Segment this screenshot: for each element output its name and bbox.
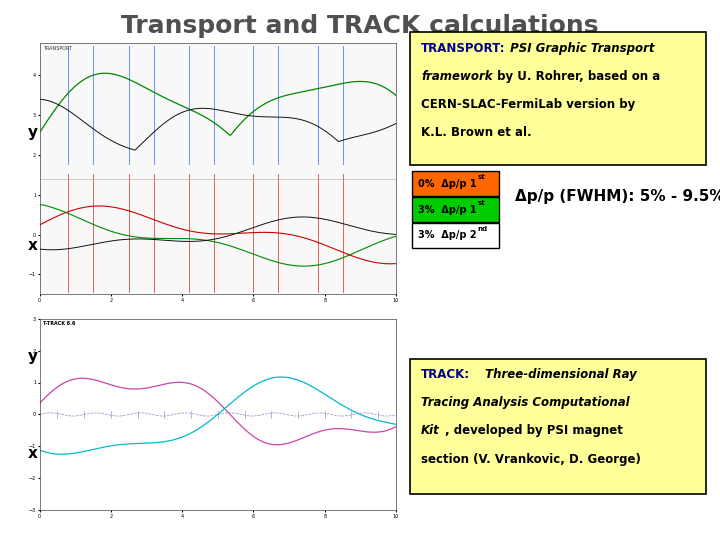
Text: Three-dimensional Ray: Three-dimensional Ray (481, 368, 636, 381)
FancyBboxPatch shape (412, 197, 499, 222)
Text: TRANSPORT:: TRANSPORT: (421, 42, 505, 55)
Text: T-TRACK 8.6: T-TRACK 8.6 (43, 321, 76, 326)
Text: 3%  Δp/p 2: 3% Δp/p 2 (418, 231, 477, 240)
Text: by U. Rohrer, based on a: by U. Rohrer, based on a (493, 70, 660, 83)
Text: framework: framework (421, 70, 492, 83)
FancyBboxPatch shape (410, 359, 706, 494)
FancyBboxPatch shape (412, 223, 499, 248)
Text: nd: nd (477, 226, 487, 232)
Text: CERN-SLAC-FermiLab version by: CERN-SLAC-FermiLab version by (421, 98, 636, 111)
Text: 0%  Δp/p 1: 0% Δp/p 1 (418, 179, 477, 188)
Text: st: st (477, 200, 485, 206)
FancyBboxPatch shape (412, 171, 499, 196)
Text: Δp/p (FWHM): 5% - 9.5%: Δp/p (FWHM): 5% - 9.5% (515, 189, 720, 204)
Text: y: y (27, 125, 37, 140)
Text: TRACK:: TRACK: (421, 368, 470, 381)
Text: PSI Graphic Transport: PSI Graphic Transport (506, 42, 654, 55)
Text: 3%  Δp/p 1: 3% Δp/p 1 (418, 205, 477, 214)
FancyBboxPatch shape (410, 32, 706, 165)
Text: K.L. Brown et al.: K.L. Brown et al. (421, 126, 532, 139)
Text: TRANSPORT: TRANSPORT (43, 46, 72, 51)
Text: st: st (477, 174, 485, 180)
Text: section (V. Vrankovic, D. George): section (V. Vrankovic, D. George) (421, 453, 641, 465)
Text: Tracing Analysis Computational: Tracing Analysis Computational (421, 396, 630, 409)
Text: x: x (27, 446, 37, 461)
Text: y: y (27, 349, 37, 364)
Text: Kit: Kit (421, 424, 440, 437)
Text: Transport and TRACK calculations: Transport and TRACK calculations (121, 14, 599, 37)
Text: x: x (27, 238, 37, 253)
Text: , developed by PSI magnet: , developed by PSI magnet (445, 424, 623, 437)
